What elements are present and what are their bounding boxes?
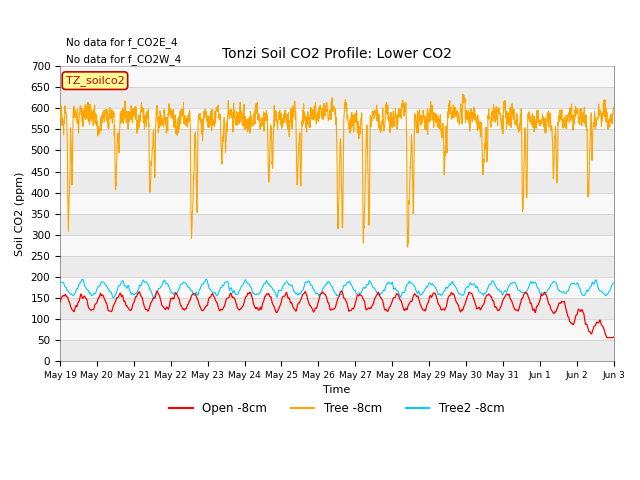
Bar <box>60 214 614 235</box>
Legend: Open -8cm, Tree -8cm, Tree2 -8cm: Open -8cm, Tree -8cm, Tree2 -8cm <box>164 397 509 420</box>
Bar <box>60 298 614 319</box>
X-axis label: Time: Time <box>323 385 351 395</box>
Text: TZ_soilco2: TZ_soilco2 <box>65 75 124 86</box>
Bar <box>60 319 614 340</box>
Bar <box>60 192 614 214</box>
Title: Tonzi Soil CO2 Profile: Lower CO2: Tonzi Soil CO2 Profile: Lower CO2 <box>222 47 452 61</box>
Bar <box>60 256 614 276</box>
Y-axis label: Soil CO2 (ppm): Soil CO2 (ppm) <box>15 171 25 256</box>
Text: No data for f_CO2W_4: No data for f_CO2W_4 <box>65 55 181 65</box>
Bar <box>60 151 614 171</box>
Text: No data for f_CO2E_4: No data for f_CO2E_4 <box>65 37 177 48</box>
Bar <box>60 276 614 298</box>
Bar <box>60 87 614 108</box>
Bar <box>60 130 614 151</box>
Bar <box>60 66 614 87</box>
Bar <box>60 340 614 361</box>
Bar <box>60 171 614 192</box>
Bar <box>60 235 614 256</box>
Bar <box>60 108 614 130</box>
